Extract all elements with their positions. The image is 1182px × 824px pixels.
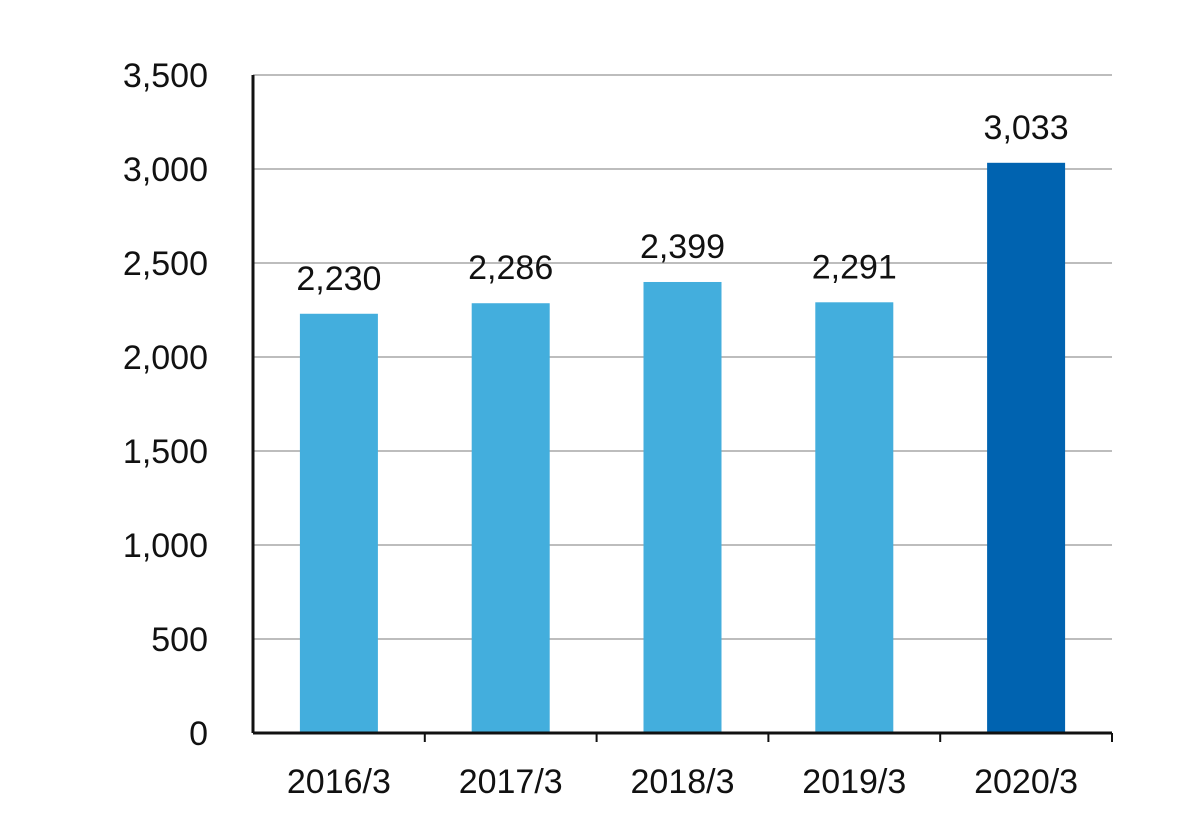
data-labels: 2,230 2,286 2,399 2,291 3,033: [296, 109, 1068, 298]
axes: [251, 75, 1113, 742]
data-label: 2,286: [468, 249, 553, 287]
bar-2018-3: [643, 281, 722, 733]
y-tick-label: 2,500: [123, 245, 208, 283]
y-tick-label: 1,500: [123, 433, 208, 471]
y-tick-label: 1,000: [123, 527, 208, 565]
y-tick-label: 2,000: [123, 339, 208, 377]
data-label: 2,230: [296, 260, 381, 298]
x-tick-label: 2020/3: [974, 763, 1078, 801]
y-tick-label: 3,000: [123, 151, 208, 189]
x-tick-label: 2019/3: [802, 763, 906, 801]
data-label: 3,033: [984, 109, 1069, 147]
data-label: 2,399: [640, 228, 725, 266]
x-tick-label: 2018/3: [631, 763, 735, 801]
x-tick-label: 2016/3: [287, 763, 391, 801]
y-tick-label: 0: [189, 715, 208, 753]
y-tick-labels: 0 500 1,000 1,500 2,000 2,500 3,000 3,500: [123, 57, 208, 753]
y-tick-label: 500: [151, 621, 208, 659]
bar-2019-3: [815, 302, 894, 733]
bars: [299, 162, 1066, 733]
bar-2020-3: [987, 162, 1066, 733]
bar-2017-3: [471, 303, 550, 733]
x-tick-label: 2017/3: [459, 763, 563, 801]
x-tick-labels: 2016/3 2017/3 2018/3 2019/3 2020/3: [287, 763, 1078, 801]
data-label: 2,291: [812, 248, 897, 286]
bar-2016-3: [299, 313, 378, 733]
y-tick-label: 3,500: [123, 57, 208, 95]
